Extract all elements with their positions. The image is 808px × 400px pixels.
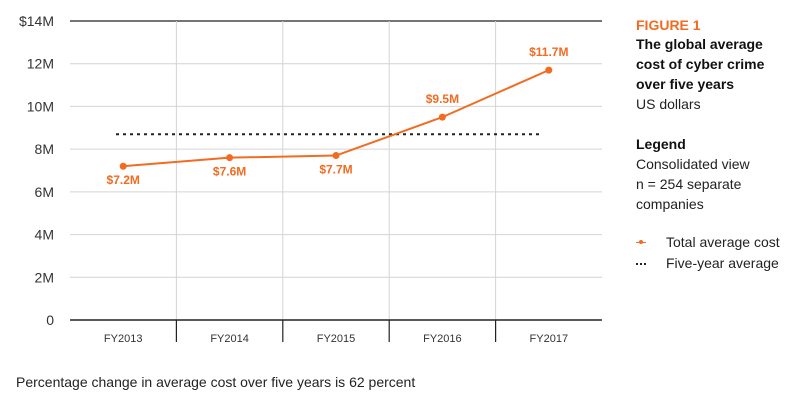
data-label: $9.5M xyxy=(426,92,459,106)
data-label: $7.6M xyxy=(213,165,246,179)
data-point xyxy=(332,152,340,160)
legend-item-five-year-average: Five-year average xyxy=(636,253,806,274)
figure-subtitle: US dollars xyxy=(636,96,701,112)
x-tick-label: FY2015 xyxy=(317,333,356,345)
legend-desc-line-1: Consolidated view xyxy=(636,156,750,172)
x-tick-label: FY2014 xyxy=(210,333,249,345)
legend-heading: Legend xyxy=(636,136,686,152)
grid-lines xyxy=(70,20,602,320)
figure-title-line-2: cost of cyber crime xyxy=(636,56,765,72)
x-tick-label: FY2013 xyxy=(104,333,143,345)
y-tick-label: 10M xyxy=(27,98,54,114)
data-point xyxy=(438,113,446,121)
dotted-line-icon xyxy=(636,259,660,269)
y-tick-label: 0 xyxy=(46,312,54,328)
data-point xyxy=(226,154,234,162)
legend: Total average cost Five-year average xyxy=(636,232,806,274)
data-label: $11.7M xyxy=(529,45,568,59)
chart-sidebar: FIGURE 1 The global average cost of cybe… xyxy=(636,16,806,274)
y-tick-label: 2M xyxy=(35,269,54,285)
figure-title-line-3: over five years xyxy=(636,76,735,92)
y-tick-label: 12M xyxy=(27,56,54,72)
x-axis: FY2013 FY2014 FY2015 FY2016 FY2017 xyxy=(70,319,602,345)
total-average-cost-series xyxy=(119,66,553,170)
legend-item-total-average-cost: Total average cost xyxy=(636,232,806,253)
legend-desc-line-2: n = 254 separate xyxy=(636,176,742,192)
y-tick-label: $14M xyxy=(19,13,54,29)
legend-desc-line-3: companies xyxy=(636,196,704,212)
x-tick-label: FY2016 xyxy=(423,333,462,345)
y-tick-label: 6M xyxy=(35,184,54,200)
data-point xyxy=(119,162,127,170)
legend-label-total-average-cost: Total average cost xyxy=(666,234,780,250)
data-label: $7.2M xyxy=(107,173,140,187)
data-point xyxy=(545,66,553,74)
y-tick-label: 4M xyxy=(35,227,54,243)
data-label: $7.7M xyxy=(319,163,352,177)
chart-footnote: Percentage change in average cost over f… xyxy=(16,374,416,390)
x-tick-label: FY2017 xyxy=(530,333,569,345)
series-line xyxy=(123,69,550,168)
legend-label-five-year-average: Five-year average xyxy=(666,255,779,271)
figure-title-line-1: The global average xyxy=(636,36,763,52)
y-axis-ticks: 0 2M 4M 6M 8M 10M 12M $14M xyxy=(19,13,54,328)
orange-line-marker-icon xyxy=(636,238,660,248)
figure-label: FIGURE 1 xyxy=(636,17,701,33)
data-labels: $7.2M $7.6M $7.7M $9.5M $11.7M xyxy=(107,45,569,187)
y-tick-label: 8M xyxy=(35,141,54,157)
